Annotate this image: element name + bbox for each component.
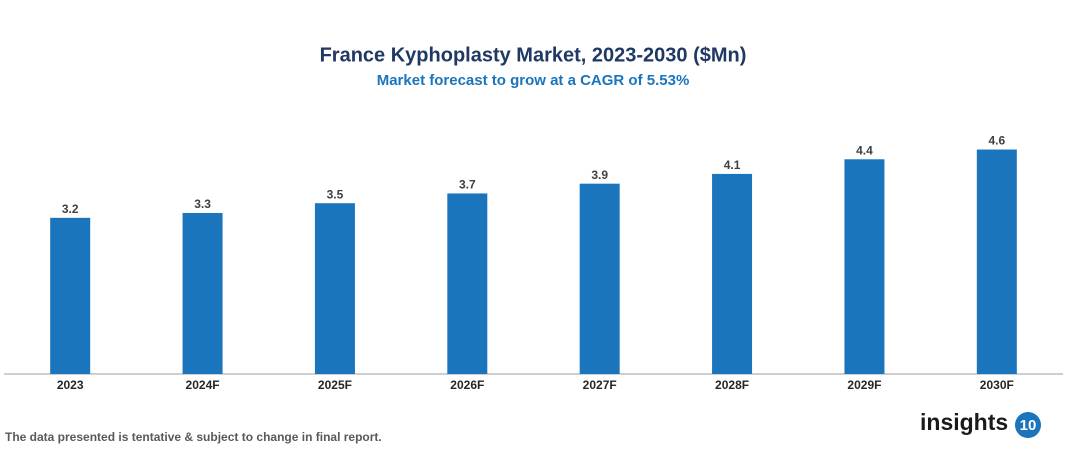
x-tick-label: 2026F <box>450 378 484 392</box>
bar <box>182 212 223 374</box>
logo-text: insights <box>920 409 1008 435</box>
data-label: 3.3 <box>194 197 211 211</box>
bar <box>579 183 620 374</box>
x-tick-label: 2030F <box>980 378 1014 392</box>
data-label: 3.7 <box>459 178 476 192</box>
bar <box>50 217 91 374</box>
x-tick-label: 2029F <box>847 378 881 392</box>
logo-badge-circle <box>1015 412 1041 438</box>
bar <box>447 193 488 374</box>
x-tick-label: 2025F <box>318 378 352 392</box>
bar <box>844 159 885 374</box>
x-tick-label: 2023 <box>57 378 84 392</box>
x-tick-label: 2027F <box>583 378 617 392</box>
data-label: 3.9 <box>591 168 608 182</box>
data-label: 3.2 <box>62 202 79 216</box>
bar <box>314 203 355 374</box>
data-label: 4.6 <box>988 134 1005 148</box>
chart-subtitle: Market forecast to grow at a CAGR of 5.5… <box>377 72 690 89</box>
bar <box>712 173 753 374</box>
chart-title: France Kyphoplasty Market, 2023-2030 ($M… <box>320 44 747 66</box>
bar <box>976 149 1017 374</box>
x-tick-label: 2028F <box>715 378 749 392</box>
data-label: 3.5 <box>327 187 344 201</box>
footnote: The data presented is tentative & subjec… <box>5 430 382 444</box>
data-label: 4.4 <box>856 143 873 157</box>
data-label: 4.1 <box>724 158 741 172</box>
logo-badge: 10 <box>1020 417 1037 434</box>
x-tick-label: 2024F <box>186 378 220 392</box>
